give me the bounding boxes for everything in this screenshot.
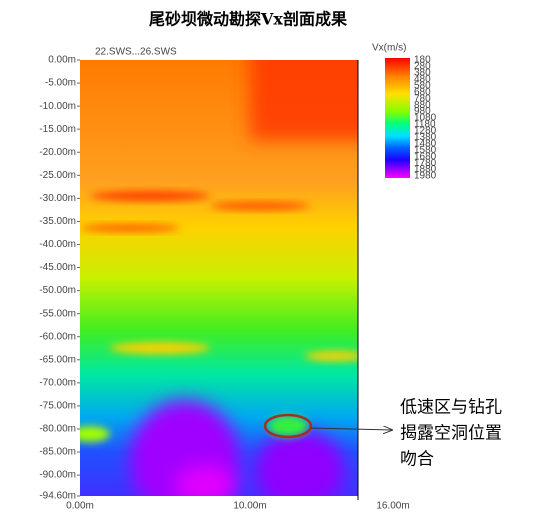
colorbar-label: 380 <box>414 68 431 79</box>
distance-label: 16.00m <box>376 501 409 512</box>
depth-label: -75.00m <box>39 401 76 412</box>
colorbar-label: 1680 <box>414 151 437 162</box>
depth-label: -5.00m <box>45 78 76 89</box>
depth-label: -85.00m <box>39 447 76 458</box>
depth-label: -20.00m <box>39 147 76 158</box>
depth-label: -45.00m <box>39 262 76 273</box>
colorbar-label: 1480 <box>414 138 437 149</box>
colorbar-label: 1880 <box>414 164 437 175</box>
depth-label: -70.00m <box>39 377 76 388</box>
colorbar-label: 480 <box>414 74 431 85</box>
colorbar-label: 1180 <box>414 119 436 130</box>
colorbar-label: 680 <box>414 87 431 98</box>
colorbar-label: 780 <box>414 93 431 104</box>
velocity-field <box>80 60 358 496</box>
colorbar-label: 180 <box>414 55 431 66</box>
colorbar-label: 1580 <box>414 145 437 156</box>
colorbar-label: 1380 <box>414 132 437 143</box>
depth-label: -60.00m <box>39 331 76 342</box>
annotation-text: 揭露空洞位置 <box>400 424 502 444</box>
depth-label: -94.60m <box>39 491 76 502</box>
depth-label: 0.00m <box>48 55 76 66</box>
anomaly-circle <box>263 413 313 439</box>
colorbar-label: 1980 <box>414 171 437 182</box>
colorbar-label: 1080 <box>414 113 437 124</box>
annotation-text: 吻合 <box>400 450 434 470</box>
colorbar-label: 280 <box>414 61 431 72</box>
colorbar-label: 1780 <box>414 158 437 169</box>
colorbar-label: 580 <box>414 80 431 91</box>
colorbar-title: Vx(m/s) <box>372 43 406 54</box>
depth-label: -80.00m <box>39 424 76 435</box>
profile-label: 22.SWS...26.SWS <box>95 47 177 58</box>
arrow <box>310 428 392 430</box>
depth-label: -35.00m <box>39 216 76 227</box>
distance-label: 10.00m <box>233 501 266 512</box>
colorbar-label: 980 <box>414 106 431 117</box>
depth-label: -15.00m <box>39 124 76 135</box>
colorbar-label: 880 <box>414 100 431 111</box>
annotation-text: 低速区与钻孔 <box>400 398 502 418</box>
depth-label: -65.00m <box>39 354 76 365</box>
depth-label: -40.00m <box>39 239 76 250</box>
depth-label: -30.00m <box>39 193 76 204</box>
depth-label: -10.00m <box>39 101 76 112</box>
colorbar <box>385 58 410 178</box>
depth-label: -90.00m <box>39 470 76 481</box>
depth-label: -50.00m <box>39 285 76 296</box>
depth-label: -55.00m <box>39 308 76 319</box>
depth-label: -25.00m <box>39 170 76 181</box>
colorbar-label: 1280 <box>414 126 437 137</box>
distance-label: 0.00m <box>66 501 94 512</box>
chart-title: 尾砂坝微动勘探Vx剖面成果 <box>149 10 347 29</box>
